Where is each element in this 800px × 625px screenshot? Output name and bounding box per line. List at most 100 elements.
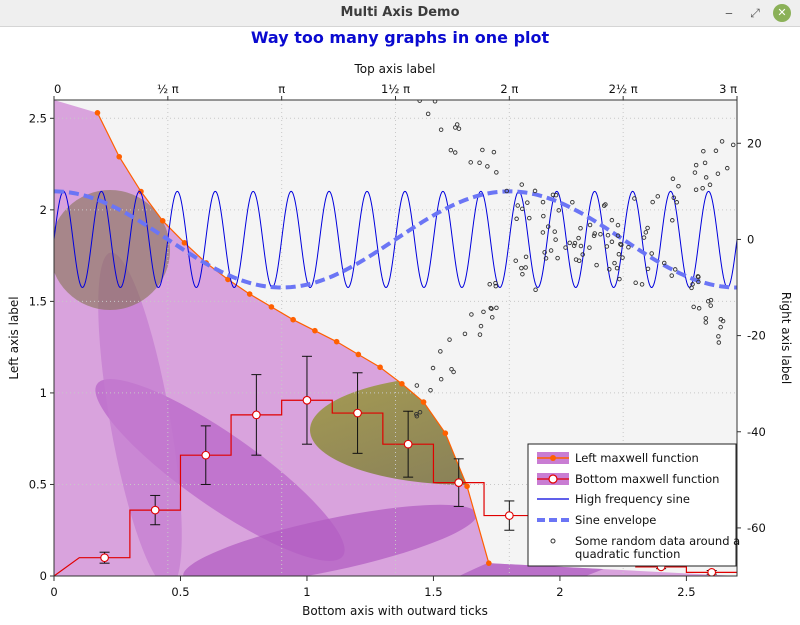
random-data-point — [481, 309, 486, 315]
random-data-point — [542, 250, 547, 255]
random-data-point — [519, 265, 524, 271]
random-data-point — [576, 258, 582, 264]
random-data-point — [417, 100, 422, 103]
random-data-point — [609, 239, 615, 245]
random-data-point — [702, 160, 708, 166]
random-data-point — [555, 255, 560, 261]
bottom-maxwell-point — [403, 439, 413, 449]
random-data-point — [641, 235, 647, 240]
restore-button[interactable]: ⤢ — [750, 6, 760, 20]
random-data-point — [643, 230, 649, 235]
left-maxwell-point — [246, 291, 253, 297]
left-maxwell-point — [290, 316, 296, 323]
bottom-maxwell-point — [504, 511, 514, 520]
random-data-point — [504, 188, 510, 194]
bottom-maxwell-point — [707, 567, 717, 576]
random-data-point — [519, 182, 525, 187]
random-data-point — [598, 232, 603, 237]
random-data-point — [432, 100, 438, 104]
random-data-point — [489, 306, 494, 311]
random-data-point — [670, 176, 676, 182]
random-data-point — [594, 262, 599, 268]
random-data-point — [615, 233, 621, 238]
random-data-point — [703, 175, 709, 180]
bottom-tick-label: 1 — [303, 585, 310, 599]
bottom-tick-label: 2 — [556, 585, 563, 599]
legend-label-bottom-maxwell: Bottom maxwell function — [575, 472, 719, 486]
random-data-point — [603, 202, 608, 207]
series-sine-envelope — [54, 189, 737, 290]
bottom-maxwell-point — [302, 395, 312, 405]
right-tick-label: -40 — [747, 425, 766, 439]
random-data-point — [645, 266, 651, 272]
bottom-maxwell-point — [454, 478, 464, 487]
left-tick-label: 2 — [40, 203, 47, 217]
random-data-point — [556, 208, 562, 213]
random-data-point — [655, 194, 661, 199]
random-data-point — [515, 203, 520, 208]
random-data-point — [713, 148, 719, 154]
left-tick-label: 0 — [40, 569, 47, 583]
random-data-point — [708, 303, 713, 308]
left-maxwell-point — [420, 399, 427, 405]
minimize-button[interactable]: ‒ — [725, 6, 733, 20]
random-data-point — [489, 315, 495, 320]
random-data-point — [592, 231, 597, 236]
left-tick-label: 1.5 — [29, 294, 47, 308]
left-maxwell-point — [94, 110, 101, 116]
random-data-point — [520, 206, 525, 212]
random-data-point — [617, 276, 622, 282]
random-data-point — [527, 215, 532, 221]
random-data-point — [609, 217, 615, 223]
bottom-maxwell-point — [201, 450, 211, 460]
random-data-point — [494, 305, 499, 311]
close-button[interactable]: ✕ — [773, 4, 791, 22]
random-data-point — [672, 267, 678, 272]
top-tick-label: 2½ π — [609, 82, 638, 96]
axis-ticks: 0 0.5 1 1.5 2 2.5 0 ½ π π 1½ π 2 π 2½ π 3 π 0 0.5 1 1.5 2… — [29, 82, 766, 599]
random-data-point — [553, 192, 559, 198]
random-data-point — [570, 200, 575, 205]
random-data-point — [669, 273, 674, 278]
random-data-point — [616, 251, 622, 257]
series-random-data — [414, 100, 736, 419]
random-data-point — [430, 365, 436, 371]
random-data-point — [587, 222, 593, 228]
bottom-maxwell-point — [252, 410, 261, 420]
bottom-maxwell-point — [150, 505, 160, 515]
random-data-point — [523, 254, 529, 260]
random-data-point — [633, 280, 638, 286]
left-maxwell-point — [355, 351, 362, 358]
top-tick-label: ½ π — [157, 82, 179, 96]
chart: Way too many graphs in one plot Top axis… — [7, 28, 793, 618]
random-data-point — [674, 200, 680, 205]
random-data-point — [438, 376, 444, 382]
random-data-point — [491, 149, 497, 155]
random-data-point — [718, 324, 723, 330]
random-data-point — [691, 304, 696, 310]
random-data-point — [607, 267, 612, 272]
random-data-point — [716, 334, 721, 339]
top-axis-label: Top axis label — [354, 62, 436, 76]
top-tick-label: 3 π — [719, 82, 737, 96]
random-data-point — [550, 192, 556, 198]
random-data-point — [520, 271, 525, 277]
random-data-point — [438, 349, 443, 354]
random-data-point — [553, 237, 558, 242]
random-data-point — [708, 297, 714, 303]
random-data-point — [719, 139, 725, 144]
random-data-point — [725, 165, 730, 171]
random-data-point — [696, 274, 701, 280]
random-data-point — [620, 255, 625, 260]
random-data-point — [670, 218, 675, 223]
series-left-maxwell — [94, 110, 492, 566]
random-data-point — [676, 183, 681, 189]
legend-random-data: Some random data around a quadratic funct… — [550, 534, 740, 561]
random-data-point — [619, 242, 624, 248]
random-data-point — [514, 216, 519, 222]
random-data-point — [715, 171, 721, 176]
random-data-point — [525, 200, 530, 205]
top-tick-label: π — [278, 82, 285, 96]
top-tick-label: 1½ π — [381, 82, 410, 96]
bottom-tick-label: 2.5 — [677, 585, 695, 599]
